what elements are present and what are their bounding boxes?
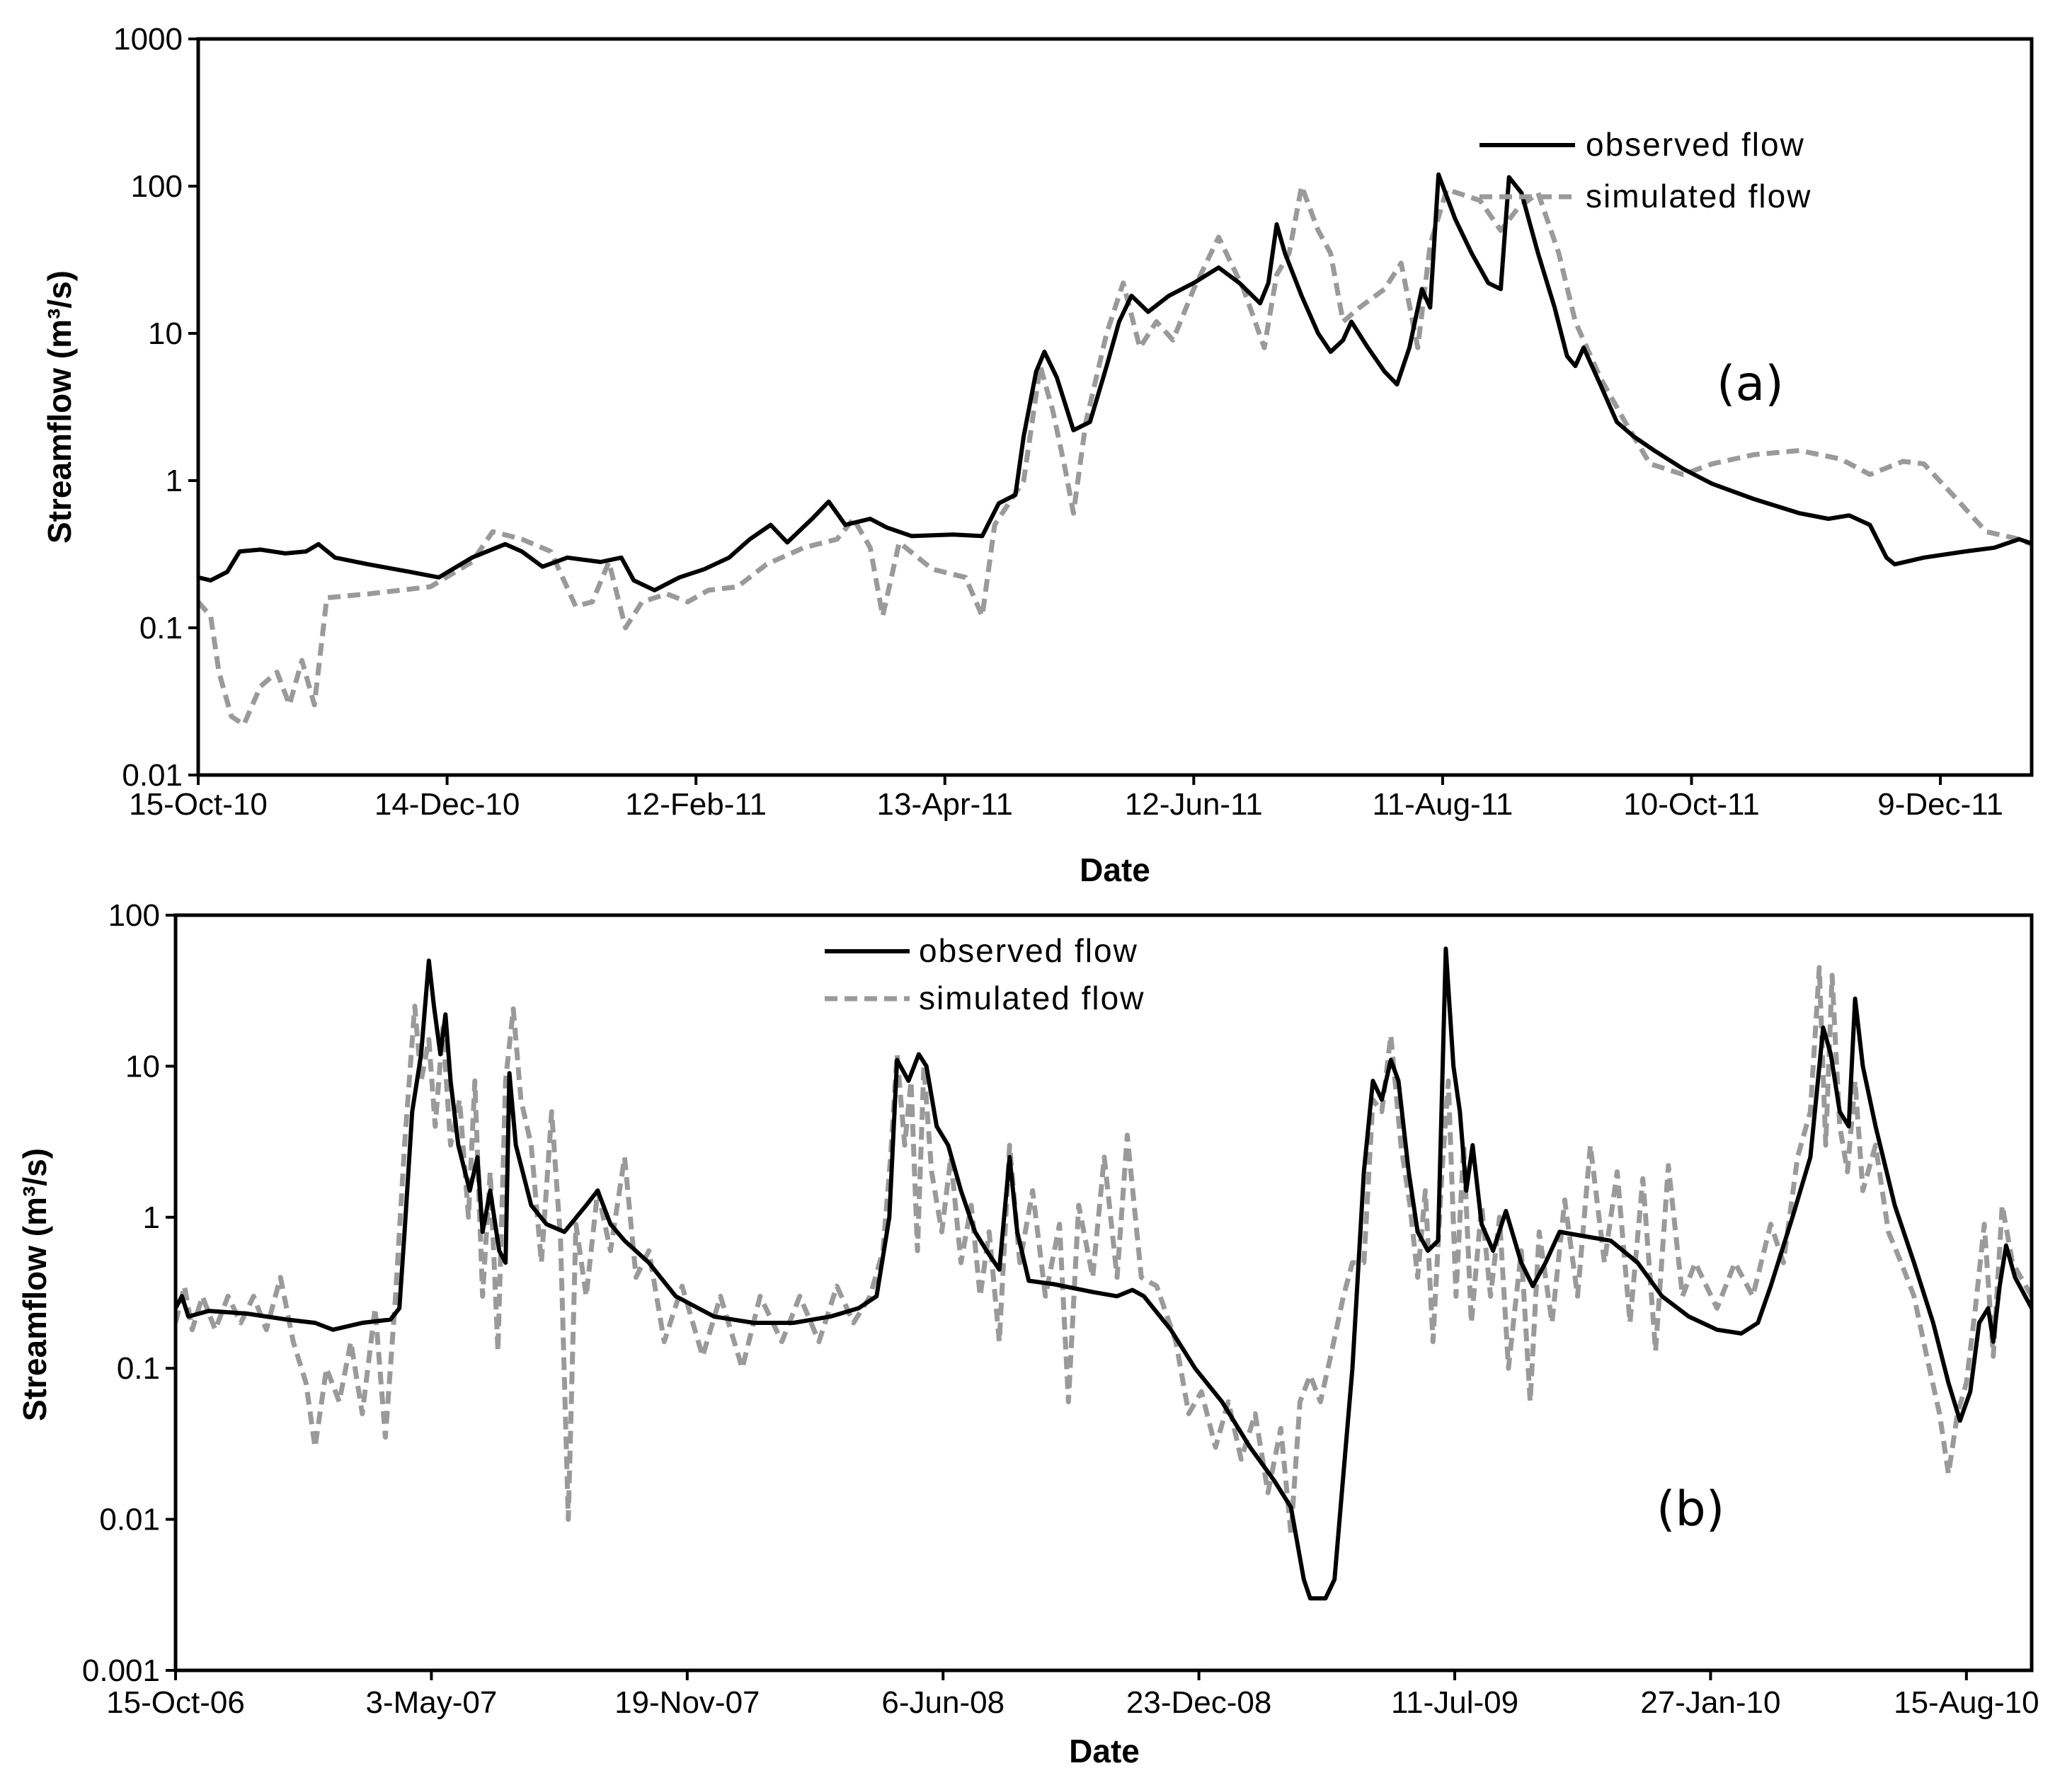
panel-a-x-tick-label: 14-Dec-10 [374, 787, 520, 822]
panel-b-y-tick-label: 0.1 [117, 1351, 160, 1386]
panel-a-y-tick-label: 100 [131, 169, 183, 204]
panel-b-x-ticks: 15-Oct-06 3-May-07 19-Nov-07 6-Jun-08 23-Dec… [106, 1670, 2039, 1720]
panel-b-legend: observed flow simulated flow [825, 932, 1145, 1016]
panel-b-x-tick-label: 6-Jun-08 [881, 1685, 1004, 1720]
panel-b-y-tick-label: 10 [125, 1049, 160, 1084]
panel-a-x-tick-label: 10-Oct-11 [1623, 787, 1759, 822]
panel-a-legend: observed flow simulated flow [1479, 126, 1811, 214]
panel-b-chart: 0.001 0.01 0.1 1 10 100 15-Oct-06 3-May-07 19-N… [16, 898, 2039, 1769]
panel-a-x-tick-label: 12-Feb-11 [625, 787, 767, 822]
panel-b-legend-simulated-label: simulated flow [919, 980, 1145, 1016]
panel-a-observed-flow-line [198, 172, 2032, 592]
panel-a-plot-frame [196, 37, 2034, 777]
panel-b-y-ticks: 0.001 0.01 0.1 1 10 100 [82, 898, 176, 1688]
panel-b-y-tick-label: 1 [143, 1200, 160, 1235]
panel-a-legend-simulated-label: simulated flow [1586, 178, 1811, 214]
panel-a-x-axis-title: Date [1080, 851, 1150, 888]
panel-b-simulated-flow-line [176, 965, 2032, 1537]
panel-b-series-layer [176, 946, 2032, 1601]
panel-b-label: (b) [1656, 1481, 1724, 1537]
panel-a-y-axis-title: Streamflow (m³/s) [41, 270, 78, 544]
panel-a-x-ticks: 15-Oct-10 14-Dec-10 12-Feb-11 13-Apr-11 12-J… [129, 775, 2003, 822]
panel-b-x-tick-label: 15-Oct-06 [106, 1685, 245, 1720]
panel-b-x-axis-title: Date [1069, 1733, 1140, 1769]
panel-a-y-tick-label: 1 [166, 464, 183, 498]
panel-b-x-tick-label: 11-Jul-09 [1391, 1685, 1518, 1720]
panel-b-y-tick-label: 0.01 [99, 1503, 160, 1537]
panel-b-x-tick-label: 27-Jan-10 [1640, 1685, 1780, 1720]
panel-a-chart: 0.01 0.1 1 10 100 1000 15-Oct-10 14-Dec-10 12-F… [41, 22, 2034, 888]
panel-a-x-tick-label: 9-Dec-11 [1877, 787, 2003, 822]
panel-b-plot-frame [173, 913, 2034, 1672]
panel-a-y-tick-label: 0.1 [139, 611, 183, 645]
panel-a-y-ticks: 0.01 0.1 1 10 100 1000 [113, 22, 198, 793]
panel-a-y-tick-label: 0.01 [122, 758, 183, 793]
panel-b-x-tick-label: 19-Nov-07 [614, 1685, 760, 1720]
panel-a-y-tick-label: 1000 [113, 22, 183, 57]
panel-a-legend-observed-label: observed flow [1586, 126, 1805, 163]
panel-a-series-layer [198, 172, 2032, 728]
panel-a-simulated-flow-line [198, 183, 2032, 728]
panel-b-legend-observed-label: observed flow [919, 932, 1138, 969]
panel-b-observed-flow-line [176, 946, 2032, 1601]
panel-a-y-tick-label: 10 [148, 316, 183, 351]
panel-b-x-tick-label: 15-Aug-10 [1894, 1685, 2039, 1720]
panel-a-x-tick-label: 15-Oct-10 [129, 787, 268, 822]
panel-b-x-tick-label: 3-May-07 [365, 1685, 497, 1720]
panel-b-y-tick-label: 0.001 [82, 1653, 160, 1688]
panel-a-label: (a) [1717, 356, 1784, 412]
panel-a-x-tick-label: 13-Apr-11 [877, 787, 1013, 822]
panel-b-y-tick-label: 100 [108, 898, 160, 933]
panel-b-x-tick-label: 23-Dec-08 [1126, 1685, 1271, 1720]
panel-b-y-axis-title: Streamflow (m³/s) [16, 1148, 53, 1421]
panel-a-x-tick-label: 11-Aug-11 [1372, 787, 1513, 822]
panel-a-x-tick-label: 12-Jun-11 [1125, 787, 1263, 822]
